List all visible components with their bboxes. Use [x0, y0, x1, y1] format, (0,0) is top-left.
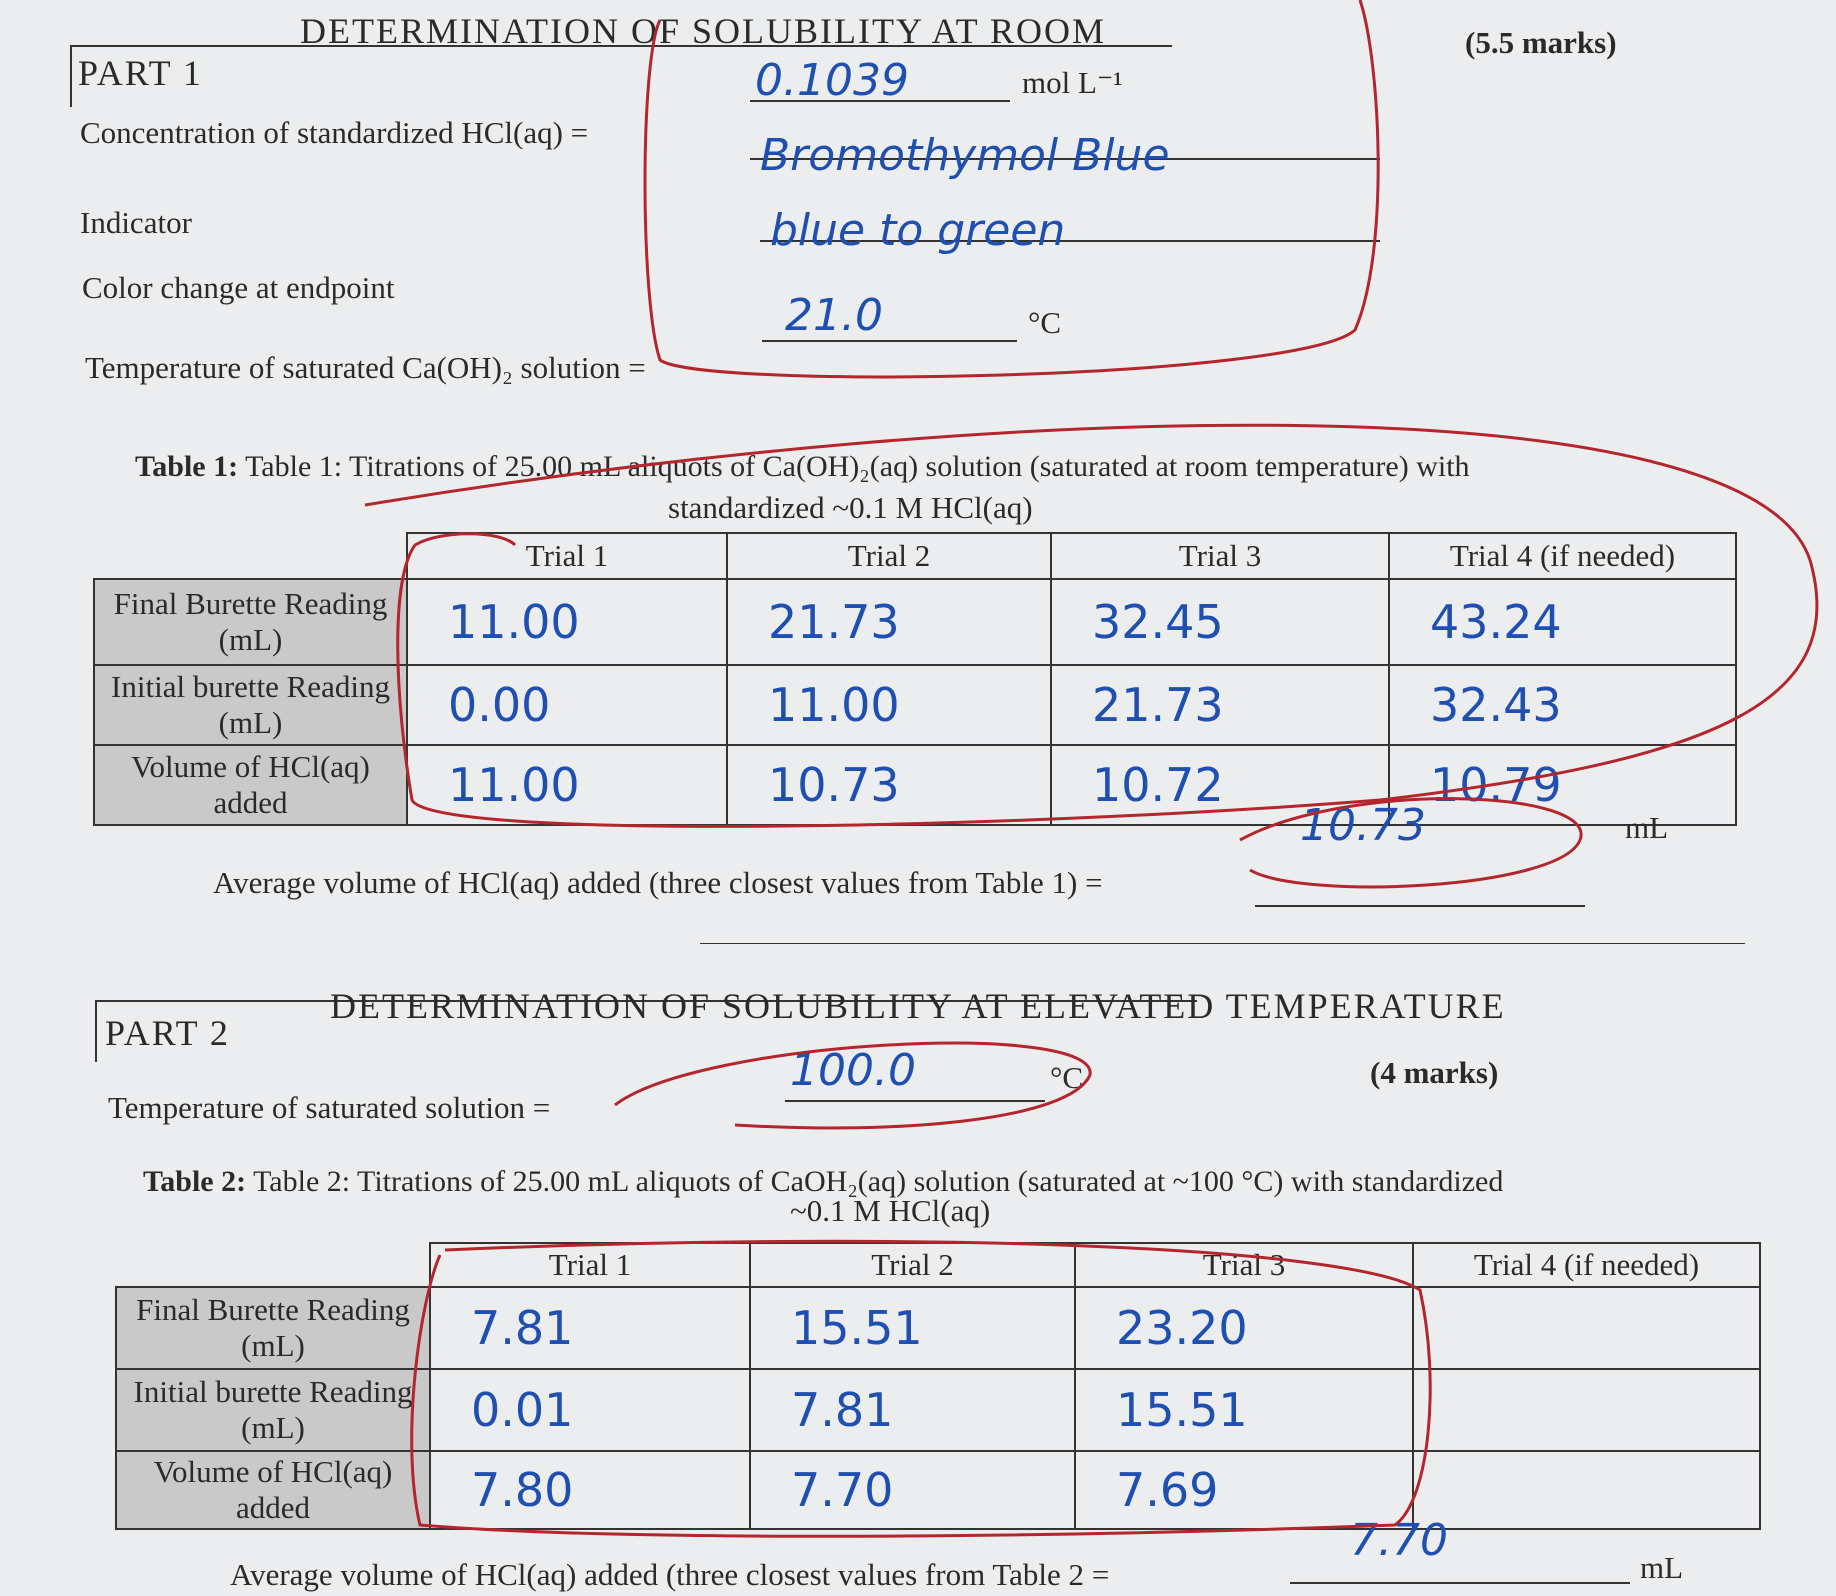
row-label: Volume of HCl(aq) added: [93, 744, 408, 826]
cell: 7.81: [749, 1368, 1076, 1452]
field-unit: °C: [1028, 305, 1062, 340]
row-label: Final Burette Reading (mL): [93, 578, 408, 666]
cell: 7.80: [429, 1450, 751, 1530]
field-value: blue to green: [770, 205, 1066, 256]
row-label: Volume of HCl(aq) added: [115, 1450, 431, 1530]
cell: 10.79: [1388, 744, 1737, 826]
column-header: Trial 2: [726, 532, 1052, 580]
cell: 11.00: [406, 744, 728, 826]
cell: 32.45: [1050, 578, 1390, 666]
average-unit: mL: [1640, 1550, 1684, 1585]
table-caption: ~0.1 M HCl(aq): [790, 1193, 991, 1228]
cell: 0.00: [406, 664, 728, 746]
empty-cell: [1412, 1286, 1761, 1370]
row-label: Final Burette Reading (mL): [115, 1286, 431, 1370]
part-title: DETERMINATION OF SOLUBILITY AT ELEVATED …: [330, 986, 1506, 1026]
column-header: Trial 4 (if needed): [1412, 1242, 1761, 1288]
table-caption: Table 1: Table 1: Titrations of 25.00 mL…: [135, 450, 1470, 483]
cell: 21.73: [726, 578, 1052, 666]
column-header: Trial 3: [1050, 532, 1390, 580]
field-unit: mol L⁻¹: [1022, 65, 1123, 100]
field-label: Concentration of standardized HCl(aq) =: [80, 115, 589, 150]
field-value: Bromothymol Blue: [760, 130, 1170, 181]
cell: 7.81: [429, 1286, 751, 1370]
cell: 10.73: [726, 744, 1052, 826]
cell: 11.00: [726, 664, 1052, 746]
average-value: 10.73: [1300, 800, 1426, 851]
part-label: PART 2: [105, 1013, 230, 1053]
row-label: Initial burette Reading (mL): [115, 1368, 431, 1452]
field-value: 21.0: [785, 290, 883, 341]
cell: 23.20: [1074, 1286, 1414, 1370]
cell: 11.00: [406, 578, 728, 666]
marks: (5.5 marks): [1465, 25, 1617, 60]
column-header: Trial 2: [749, 1242, 1076, 1288]
table: Trial 1 Trial 2 Trial 3 Trial 4 (if need…: [115, 1242, 1761, 1530]
empty-cell: [1412, 1368, 1761, 1452]
table-caption: standardized ~0.1 M HCl(aq): [668, 490, 1033, 525]
table-caption: Table 2: Table 2: Titrations of 25.00 mL…: [143, 1165, 1504, 1198]
field-label: Temperature of saturated solution =: [108, 1090, 551, 1125]
part-box: [70, 45, 1172, 107]
part-box: [95, 1000, 1197, 1062]
field-value: 100.0: [790, 1045, 916, 1096]
average-unit: mL: [1625, 810, 1669, 845]
average-label: Average volume of HCl(aq) added (three c…: [230, 1557, 1110, 1592]
caption-text: Table 1: Titrations of 25.00 mL aliquots…: [245, 450, 1470, 483]
cell: 15.51: [749, 1286, 1076, 1370]
cell: 43.24: [1388, 578, 1737, 666]
field-label: Color change at endpoint: [82, 270, 395, 305]
caption-text: Table 2: Titrations of 25.00 mL aliquots…: [253, 1165, 1504, 1198]
table: Trial 1 Trial 2 Trial 3 Trial 4 (if need…: [93, 532, 1737, 826]
field-value: 0.1039: [755, 55, 909, 106]
part-label: PART 1: [78, 53, 203, 93]
field-label: Temperature of saturated Ca(OH)₂ solutio…: [85, 350, 646, 385]
cell: 21.73: [1050, 664, 1390, 746]
average-value: 7.70: [1350, 1515, 1448, 1566]
column-header: Trial 1: [406, 532, 728, 580]
field-label: Indicator: [80, 205, 192, 240]
column-header: Trial 4 (if needed): [1388, 532, 1737, 580]
cell: 7.70: [749, 1450, 1076, 1530]
cell: 15.51: [1074, 1368, 1414, 1452]
column-header: Trial 1: [429, 1242, 751, 1288]
marks: (4 marks): [1370, 1055, 1499, 1090]
cell: 32.43: [1388, 664, 1737, 746]
cell: 0.01: [429, 1368, 751, 1452]
empty-cell: [1412, 1450, 1761, 1530]
row-label: Initial burette Reading (mL): [93, 664, 408, 746]
part-title: DETERMINATION OF SOLUBILITY AT ROOM: [300, 11, 1106, 51]
average-label: Average volume of HCl(aq) added (three c…: [213, 865, 1103, 900]
field-unit: °C: [1050, 1060, 1084, 1095]
column-header: Trial 3: [1074, 1242, 1414, 1288]
